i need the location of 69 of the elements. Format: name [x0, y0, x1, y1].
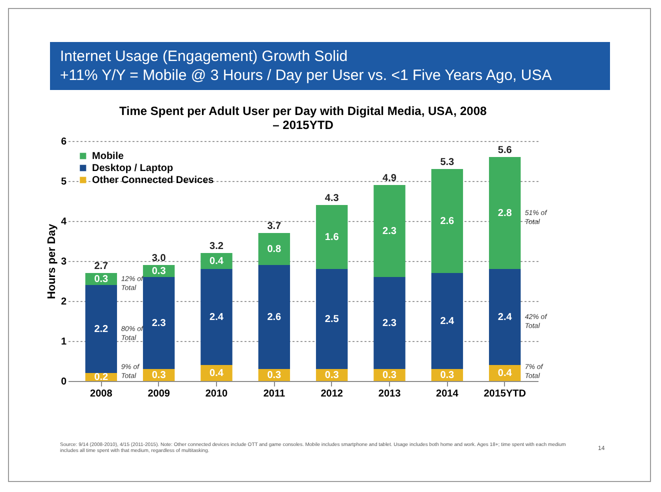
legend-label: Desktop / Laptop — [92, 163, 174, 174]
data-label: 2.3 — [382, 318, 397, 329]
data-label: 2.6 — [267, 312, 282, 323]
bar — [488, 269, 521, 365]
data-label: 0.4 — [210, 368, 224, 379]
bar — [258, 265, 290, 369]
bar — [316, 205, 348, 269]
text: Time Spent per Adult User per Day with Digital Media, USA, 2008 – 2015YTD — [119, 104, 488, 132]
data-label: 1.6 — [324, 232, 340, 243]
y-tick-label: 0 — [60, 376, 67, 388]
data-label: 2.5 — [324, 314, 340, 325]
x-tick-label: 2013 — [378, 388, 402, 400]
bar — [431, 169, 464, 273]
y-tick-label: 4 — [60, 216, 67, 228]
x-tick-label: 2014 — [436, 388, 459, 400]
x-tick-label: 2010 — [205, 388, 228, 400]
bar — [200, 365, 232, 381]
y-tick-label: 2 — [60, 296, 67, 308]
data-label: 0.3 — [382, 370, 397, 381]
data-label: 0.4 — [498, 368, 512, 379]
data-label: 0.3 — [267, 370, 282, 381]
x-tick-label: 2012 — [320, 388, 344, 400]
total-label: 4.3 — [324, 193, 340, 204]
data-label: 0.3 — [324, 370, 340, 381]
bar — [200, 269, 232, 365]
data-label: 2.4 — [440, 316, 455, 327]
x-tick-label: 2011 — [263, 388, 286, 400]
chart-subtitle: +11% Y/Y = Mobile @ 3 Hours / Day per User vs. <1 Five Years Ago, USA — [60, 66, 553, 85]
y-tick-label: 6 — [60, 136, 67, 148]
total-label: 5.6 — [498, 145, 512, 156]
data-label: 0.3 — [152, 370, 166, 381]
bar — [316, 269, 348, 369]
data-label: 2.3 — [152, 318, 166, 329]
data-label: 2.4 — [210, 312, 224, 323]
data-label: 2.6 — [440, 216, 455, 227]
data-label: 2.3 — [382, 226, 397, 237]
total-label: 3.0 — [152, 253, 166, 264]
data-label: 0.8 — [267, 244, 282, 255]
data-label: 2.2 — [94, 324, 109, 335]
data-label: 0.3 — [152, 266, 166, 277]
legend-label: Mobile — [92, 151, 124, 162]
data-label: 0.3 — [440, 370, 455, 381]
total-label: 3.2 — [210, 241, 224, 252]
data-label: 0.2 — [94, 372, 109, 383]
x-tick-label: 2015YTD — [484, 388, 526, 400]
bar — [85, 285, 118, 373]
chart-title: Internet Usage (Engagement) Growth Solid — [60, 47, 349, 66]
data-label: 0.4 — [210, 256, 224, 267]
bar — [488, 157, 521, 269]
total-label: 3.7 — [267, 221, 282, 232]
bar — [258, 233, 290, 265]
data-label: 2.8 — [498, 208, 512, 219]
x-tick-label: 2008 — [90, 388, 113, 400]
y-tick-label: 1 — [60, 336, 67, 348]
y-axis-title: Hours per Day — [46, 223, 58, 300]
data-label: 2.4 — [498, 312, 512, 323]
legend-label: Other Connected Devices — [92, 175, 214, 186]
data-label: 0.3 — [94, 274, 109, 285]
bar — [374, 185, 406, 277]
y-tick-label: 5 — [60, 176, 67, 188]
bar — [374, 277, 406, 369]
bar — [142, 277, 175, 369]
total-label: 5.3 — [440, 157, 455, 168]
bar — [200, 253, 232, 269]
bar — [431, 273, 464, 369]
total-label: 4.9 — [382, 173, 397, 184]
total-label: 2.7 — [94, 261, 109, 272]
y-tick-label: 3 — [60, 256, 67, 268]
x-tick-label: 2009 — [148, 388, 170, 400]
